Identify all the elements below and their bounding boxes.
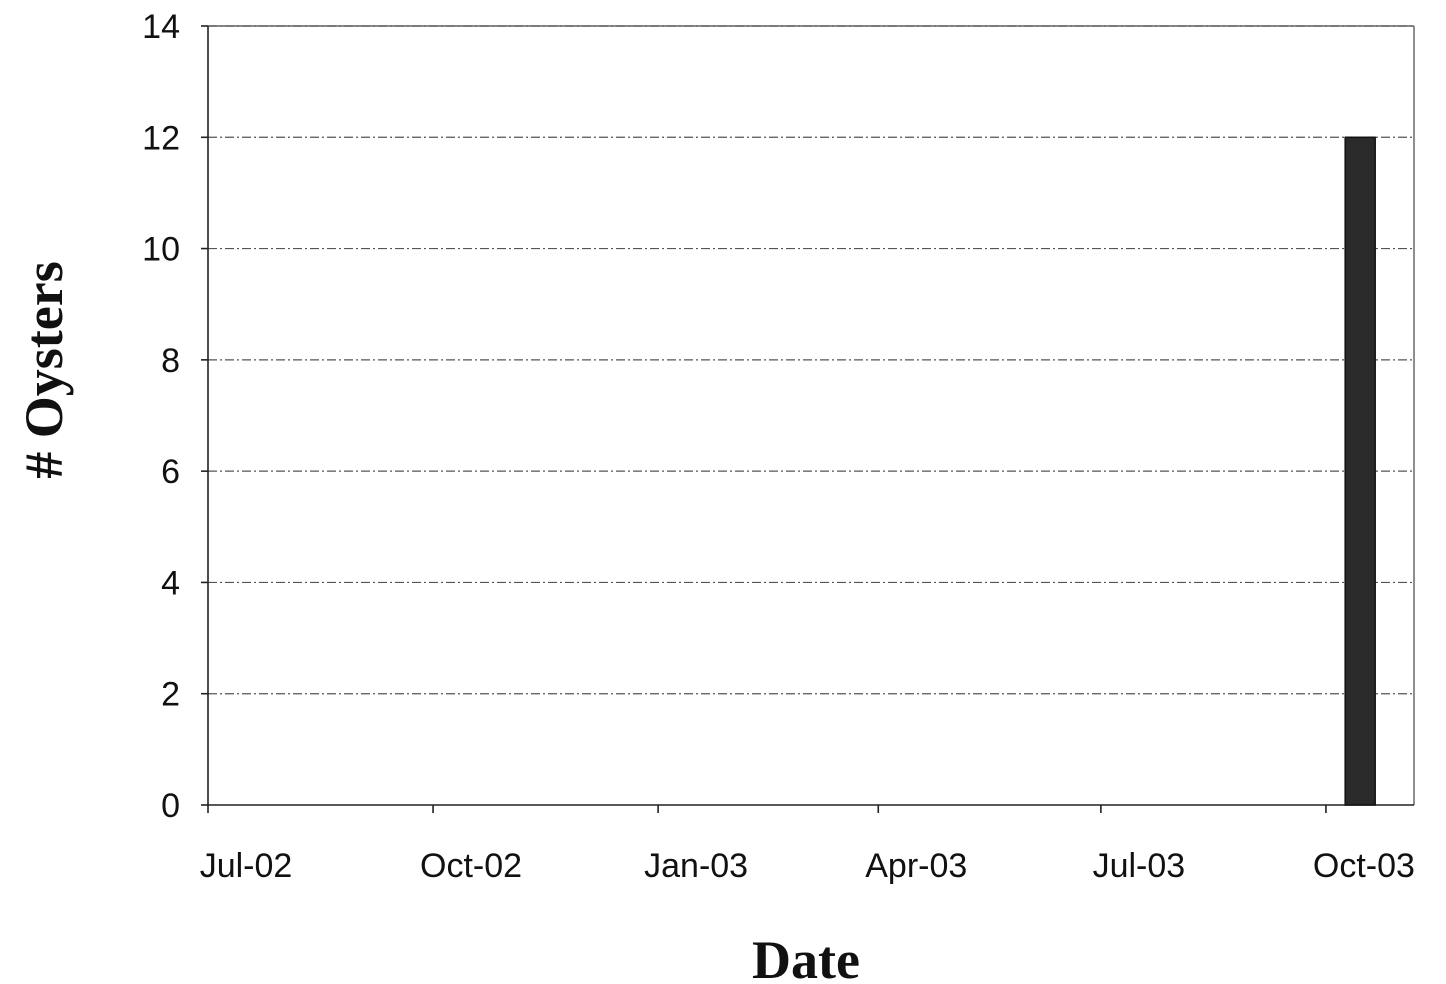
x-tick-label: Oct-02	[420, 847, 522, 885]
x-tick-label: Jan-03	[644, 847, 748, 885]
x-tick-label: Oct-03	[1313, 847, 1415, 885]
plot-frame	[207, 25, 1415, 806]
y-tick-label: 12	[142, 119, 180, 157]
x-tick-label: Jul-03	[1093, 847, 1186, 885]
y-tick-label: 2	[161, 676, 180, 714]
y-axis-ticks: 0 2 4 6 8 10 12 14	[142, 8, 208, 825]
y-tick-label: 6	[161, 453, 180, 491]
gridlines	[208, 25, 1414, 695]
x-axis-title: Date	[752, 930, 860, 984]
x-tick-label: Jul-02	[200, 847, 293, 885]
y-tick-label: 8	[161, 342, 180, 380]
bars	[1344, 136, 1376, 806]
y-tick-label: 14	[142, 8, 180, 46]
y-tick-label: 4	[161, 564, 180, 602]
x-axis-ticks: Jul-02 Oct-02 Jan-03 Apr-03 Jul-03 Oct-03	[200, 805, 1415, 885]
y-tick-label: 10	[142, 231, 180, 269]
y-axis-title: # Oysters	[14, 261, 74, 478]
bar	[1344, 136, 1376, 806]
x-tick-label: Apr-03	[865, 847, 967, 885]
y-tick-label: 0	[161, 787, 180, 825]
